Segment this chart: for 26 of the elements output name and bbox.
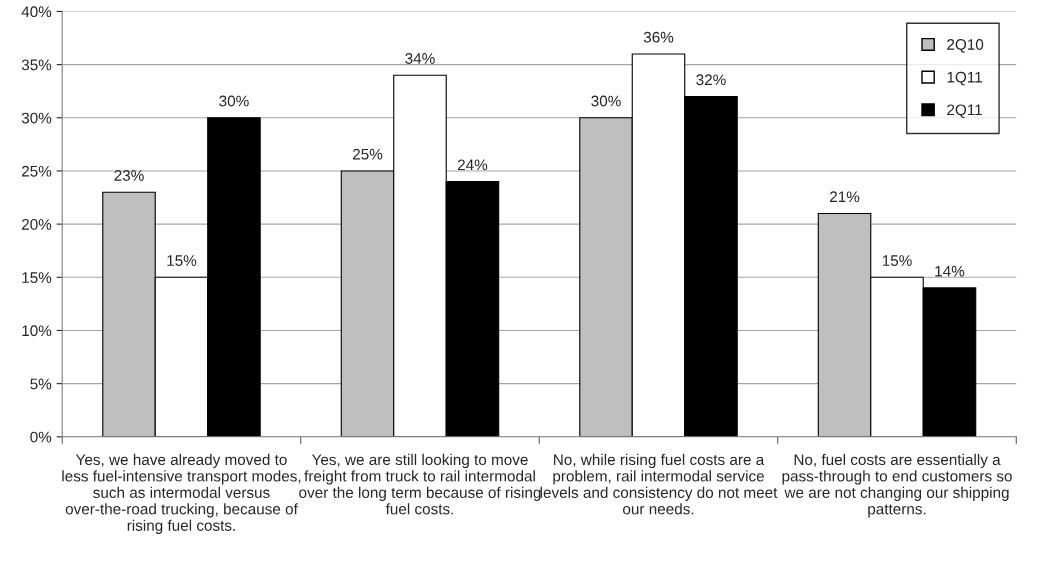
y-tick-label: 5%: [30, 378, 52, 390]
y-tick-label: 30%: [21, 112, 52, 124]
data-label: 24%: [457, 159, 488, 171]
data-label: 36%: [643, 31, 674, 43]
legend-label: 1Q11: [947, 71, 982, 86]
y-tick-label: 10%: [22, 325, 52, 337]
y-tick-label: 20%: [21, 218, 52, 230]
legend-label: 2Q10: [947, 39, 984, 53]
y-tick-label: 15%: [22, 272, 52, 283]
y-tick-label: 40%: [21, 6, 52, 18]
data-label: 14%: [935, 265, 965, 277]
y-tick-label: 35%: [21, 59, 52, 71]
data-label: 15%: [167, 255, 197, 266]
x-tick-label: No, while rising fuel costs are a problem, rail intermodal service levels and consistency do not meet our needs.: [540, 453, 778, 515]
data-label: 30%: [591, 95, 621, 107]
data-label: 30%: [219, 95, 249, 107]
data-label: 23%: [114, 170, 144, 181]
data-label: 32%: [696, 74, 726, 86]
data-label: 21%: [830, 191, 860, 203]
data-label: 15%: [882, 255, 912, 266]
data-label: 34%: [405, 53, 435, 64]
y-tick-label: 25%: [21, 165, 52, 177]
y-tick-label: 0%: [30, 431, 52, 443]
x-tick-label: No, fuel costs are essentially a pass-through to end customers so we are not changing our shipping patterns.: [782, 453, 1012, 518]
data-label: 25%: [352, 148, 383, 160]
legend-label: 2Q11: [947, 104, 982, 118]
